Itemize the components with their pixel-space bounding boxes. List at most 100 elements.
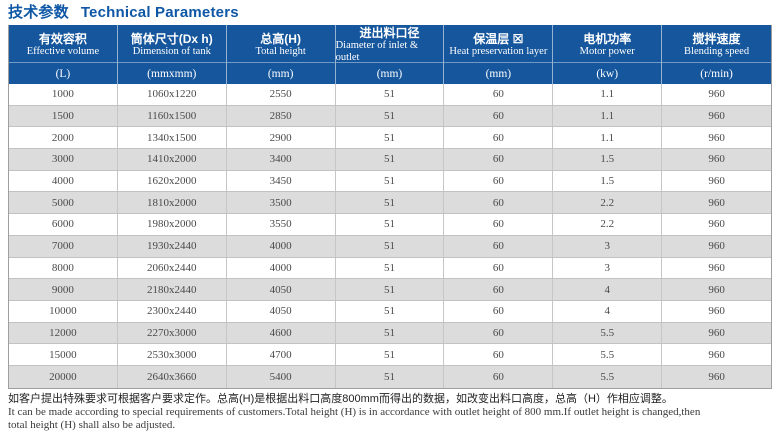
column-header: 搅拌速度 Blending speed (r/min) [662,25,771,84]
table-cell: 60 [444,149,554,170]
table-cell: 960 [708,240,725,253]
column-unit: (kw) [596,67,619,80]
table-cell: 960 [708,110,725,123]
page-title-zh: 技术参数 [8,4,69,21]
column-header: 筒体尺寸(Dx h) Dimension of tank (mmxmm) [117,25,227,84]
table-cell: 5.5 [553,365,663,388]
table-row: 8000 2060x2440 4000 51 60 3 960 [9,257,771,280]
table-row: 5000 1810x2000 3500 51 60 2.2 960 [9,192,771,215]
table-cell: 2300x2440 [118,300,227,322]
table-cell: 51 [336,149,445,170]
table-cell: 60 [444,192,554,214]
table-cell: 4 [553,279,663,300]
table-cell: 51 [336,279,445,300]
table-cell: 60 [444,257,554,279]
table-cell: 5400 [227,365,336,388]
table-cell: 4000 [227,235,336,257]
table-cell: 1980x2000 [118,214,227,235]
table-cell: 960 [708,370,725,383]
column-header: 保温层 ☒ Heat preservation layer (mm) [444,25,554,84]
table-cell: 3 [553,257,663,279]
table-cell: 960 [708,196,725,209]
table-cell: 7000 [9,235,118,257]
table-cell: 3550 [227,214,336,235]
table-cell: 1410x2000 [118,149,227,170]
table-cell: 60 [444,300,554,322]
table-row: 15000 2530x3000 4700 51 60 5.5 960 [9,344,771,366]
table-cell: 3450 [227,170,336,192]
column-unit: (r/min) [700,67,733,80]
table-body: 1000 1060x1220 2550 51 60 1.1 960 1500 1160x1500… [9,84,771,388]
table-cell: 60 [444,279,554,300]
column-unit: (L) [55,67,71,80]
table-cell: 3400 [227,149,336,170]
table-cell: 960 [708,305,725,318]
table-cell: 4050 [227,300,336,322]
table-cell: 4000 [227,257,336,279]
table-cell: 10000 [9,300,118,322]
table-row: 10000 2300x2440 4050 51 60 4 960 [9,300,771,323]
table-cell: 960 [708,175,725,188]
table-cell: 1060x1220 [118,84,227,105]
column-unit: (mm) [376,67,403,80]
table-cell: 1.5 [553,149,663,170]
table-cell: 51 [336,235,445,257]
column-title-zh: 电机功率 [583,31,632,46]
table-cell: 3000 [9,149,118,170]
column-title-zh: 总高(H) [260,31,301,46]
table-header-row: 有效容积 Effective volume (L) 筒体尺寸(Dx h) Dimensi… [9,25,771,84]
table-cell: 20000 [9,365,118,388]
table-row: 7000 1930x2440 4000 51 60 3 960 [9,235,771,258]
table-cell: 1.1 [553,127,663,149]
table-cell: 1810x2000 [118,192,227,214]
column-title-en: Heat preservation layer [449,45,548,57]
table-cell: 960 [708,348,725,361]
table-cell: 51 [336,192,445,214]
table-cell: 51 [336,257,445,279]
footnote-zh: 如客户提出特殊要求可根据客户要求定作。总高(H)是根据出料口高度800mm而得出… [8,392,673,405]
table-cell: 60 [444,127,554,149]
table-cell: 1500 [9,105,118,127]
table-cell: 4050 [227,279,336,300]
table-row: 12000 2270x3000 4600 51 60 5.5 960 [9,322,771,345]
table-cell: 4000 [9,170,118,192]
table-cell: 6000 [9,214,118,235]
column-title: 筒体尺寸(Dx h) Dimension of tank [117,25,226,63]
table-cell: 51 [336,300,445,322]
table-cell: 2.2 [553,192,663,214]
column-unit: (mmxmm) [147,67,197,80]
footnote-en-line2: total height (H) shall also be adjusted. [8,418,176,431]
table-cell: 960 [708,88,725,101]
table-cell: 5.5 [553,344,663,365]
parameters-table: 有效容积 Effective volume (L) 筒体尺寸(Dx h) Dimensi… [8,25,772,389]
table-row: 6000 1980x2000 3550 51 60 2.2 960 [9,214,771,236]
table-cell: 2180x2440 [118,279,227,300]
table-row: 4000 1620x2000 3450 51 60 1.5 960 [9,170,771,193]
column-header: 进出料口径 Diameter of inlet & outlet (mm) [335,25,445,84]
table-cell: 51 [336,214,445,235]
table-cell: 960 [708,326,725,339]
table-cell: 4 [553,300,663,322]
page-title: 技术参数 Technical Parameters [8,3,772,22]
table-cell: 51 [336,170,445,192]
column-title-en: Effective volume [26,45,100,57]
table-cell: 960 [708,153,725,166]
column-title-en: Dimension of tank [132,45,211,57]
table-cell: 2.2 [553,214,663,235]
table-cell: 60 [444,322,554,344]
table-cell: 51 [336,84,445,105]
column-title-en: Total height [255,45,306,57]
table-cell: 51 [336,105,445,127]
column-title: 搅拌速度 Blending speed [662,25,771,63]
table-cell: 5.5 [553,322,663,344]
table-cell: 4700 [227,344,336,365]
column-title: 电机功率 Motor power [553,25,662,63]
table-cell: 5000 [9,192,118,214]
table-cell: 60 [444,214,554,235]
column-title-en: Blending speed [684,45,750,57]
column-header: 有效容积 Effective volume (L) [9,25,118,84]
table-cell: 1340x1500 [118,127,227,149]
table-cell: 15000 [9,344,118,365]
table-row: 9000 2180x2440 4050 51 60 4 960 [9,279,771,301]
table-row: 2000 1340x1500 2900 51 60 1.1 960 [9,127,771,150]
